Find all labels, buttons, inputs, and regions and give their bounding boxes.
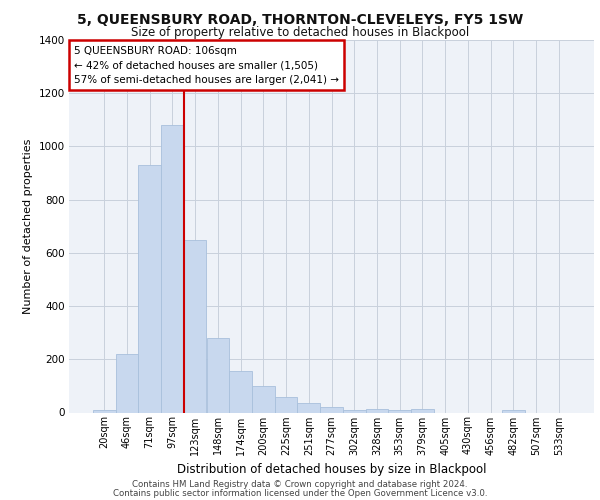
Bar xyxy=(229,372,252,412)
Text: 5 QUEENSBURY ROAD: 106sqm
← 42% of detached houses are smaller (1,505)
57% of se: 5 QUEENSBURY ROAD: 106sqm ← 42% of detac… xyxy=(74,46,339,85)
X-axis label: Distribution of detached houses by size in Blackpool: Distribution of detached houses by size … xyxy=(177,463,486,476)
Bar xyxy=(320,406,343,412)
Text: 5, QUEENSBURY ROAD, THORNTON-CLEVELEYS, FY5 1SW: 5, QUEENSBURY ROAD, THORNTON-CLEVELEYS, … xyxy=(77,12,523,26)
Bar xyxy=(184,240,206,412)
Bar xyxy=(365,410,388,412)
Text: Size of property relative to detached houses in Blackpool: Size of property relative to detached ho… xyxy=(131,26,469,39)
Bar xyxy=(502,410,524,412)
Bar xyxy=(206,338,229,412)
Bar xyxy=(116,354,139,412)
Bar xyxy=(252,386,275,412)
Bar xyxy=(139,165,161,412)
Bar xyxy=(343,410,365,412)
Bar xyxy=(298,403,320,412)
Y-axis label: Number of detached properties: Number of detached properties xyxy=(23,138,33,314)
Bar xyxy=(161,125,184,412)
Bar xyxy=(275,396,298,412)
Text: Contains public sector information licensed under the Open Government Licence v3: Contains public sector information licen… xyxy=(113,488,487,498)
Bar xyxy=(93,410,116,412)
Bar xyxy=(411,410,434,412)
Text: Contains HM Land Registry data © Crown copyright and database right 2024.: Contains HM Land Registry data © Crown c… xyxy=(132,480,468,489)
Bar xyxy=(388,410,411,412)
